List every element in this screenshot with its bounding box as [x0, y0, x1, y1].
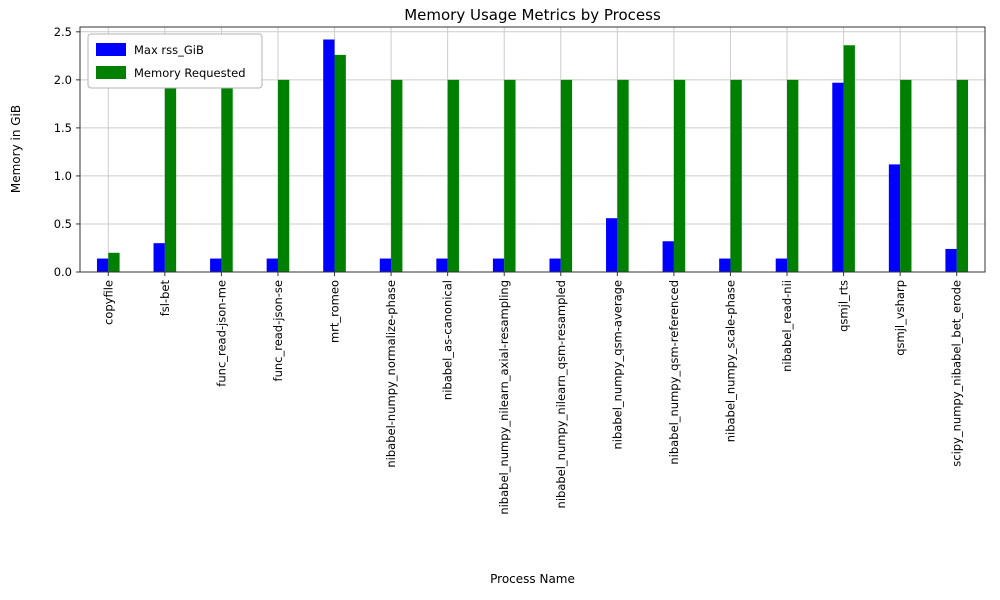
bar-memory-requested — [560, 79, 573, 272]
bar-memory-requested — [334, 54, 346, 272]
x-tick-label: nibabel_as-canonical — [441, 280, 455, 400]
legend-label: Memory Requested — [134, 66, 246, 80]
y-tick-label: 0.5 — [54, 217, 72, 231]
bar-memory-requested — [730, 79, 742, 272]
bar-memory-requested — [956, 79, 969, 272]
bar-max-rss-gib — [153, 243, 165, 272]
bar-max-rss-gib — [832, 82, 844, 272]
bar-max-rss-gib — [662, 241, 674, 272]
bar-memory-requested — [900, 79, 912, 272]
x-tick-label: qsmjl_vsharp — [893, 280, 907, 356]
bar-max-rss-gib — [945, 248, 957, 272]
bar-memory-requested — [617, 79, 629, 272]
x-tick-label: nibabel_numpy_qsm-referenced — [667, 280, 681, 465]
x-tick-label: nibabel-numpy_normalize-phase — [384, 280, 398, 468]
y-tick-label: 0.0 — [54, 265, 72, 279]
x-tick-label: func_read-json-me — [214, 280, 228, 387]
x-tick-label: func_read-json-se — [271, 280, 285, 381]
legend-box — [87, 33, 263, 89]
y-tick-label: 2.0 — [54, 73, 72, 87]
bar-memory-requested — [787, 79, 799, 272]
y-tick-label: 1.0 — [54, 169, 72, 183]
bar-max-rss-gib — [436, 258, 448, 272]
bar-max-rss-gib — [888, 164, 901, 272]
bar-max-rss-gib — [549, 258, 561, 272]
legend-label: Max rss_GiB — [134, 43, 204, 57]
bar-memory-requested — [504, 79, 516, 272]
bar-memory-requested — [108, 252, 120, 272]
bar-max-rss-gib — [266, 258, 278, 272]
bar-max-rss-gib — [96, 258, 109, 272]
bar-max-rss-gib — [775, 258, 788, 272]
bar-memory-requested — [164, 79, 177, 272]
axes-spines — [79, 26, 986, 273]
bar-memory-requested — [277, 79, 290, 272]
x-tick-label: nibabel_numpy_nilearn_axial-resampling — [497, 280, 511, 515]
x-axis-label: Process Name — [490, 572, 575, 586]
x-tick-label: scipy_numpy_nibabel_bet_erode — [950, 280, 964, 467]
bar-max-rss-gib — [323, 39, 335, 272]
bar-max-rss-gib — [719, 258, 731, 272]
bar-max-rss-gib — [606, 218, 618, 272]
bar-memory-requested — [391, 79, 403, 272]
x-tick-label: nibabel_numpy_qsm-average — [610, 280, 624, 450]
bar-memory-requested — [673, 79, 686, 272]
bar-max-rss-gib — [210, 258, 222, 272]
y-tick-label: 2.5 — [54, 25, 72, 39]
x-tick-label: nibabel_numpy_scale-phase — [723, 280, 737, 442]
x-tick-label: mrt_romeo — [328, 280, 342, 343]
legend-swatch — [96, 66, 126, 79]
x-tick-label: copyfile — [101, 280, 115, 325]
y-tick-label: 1.5 — [54, 121, 72, 135]
bar-memory-requested — [221, 79, 233, 272]
x-tick-label: nibabel_read-nii — [780, 280, 794, 372]
x-tick-label: qsmjl_rts — [837, 280, 851, 332]
legend-swatch — [96, 43, 126, 56]
bar-memory-requested — [843, 45, 855, 273]
x-tick-label: nibabel_numpy_nilearn_qsm-resampled — [554, 280, 568, 508]
x-tick-label: fsl-bet — [158, 280, 172, 317]
bar-max-rss-gib — [379, 258, 392, 272]
bar-memory-requested — [447, 79, 459, 272]
chart-title: Memory Usage Metrics by Process — [404, 6, 661, 24]
bar-max-rss-gib — [492, 258, 505, 272]
